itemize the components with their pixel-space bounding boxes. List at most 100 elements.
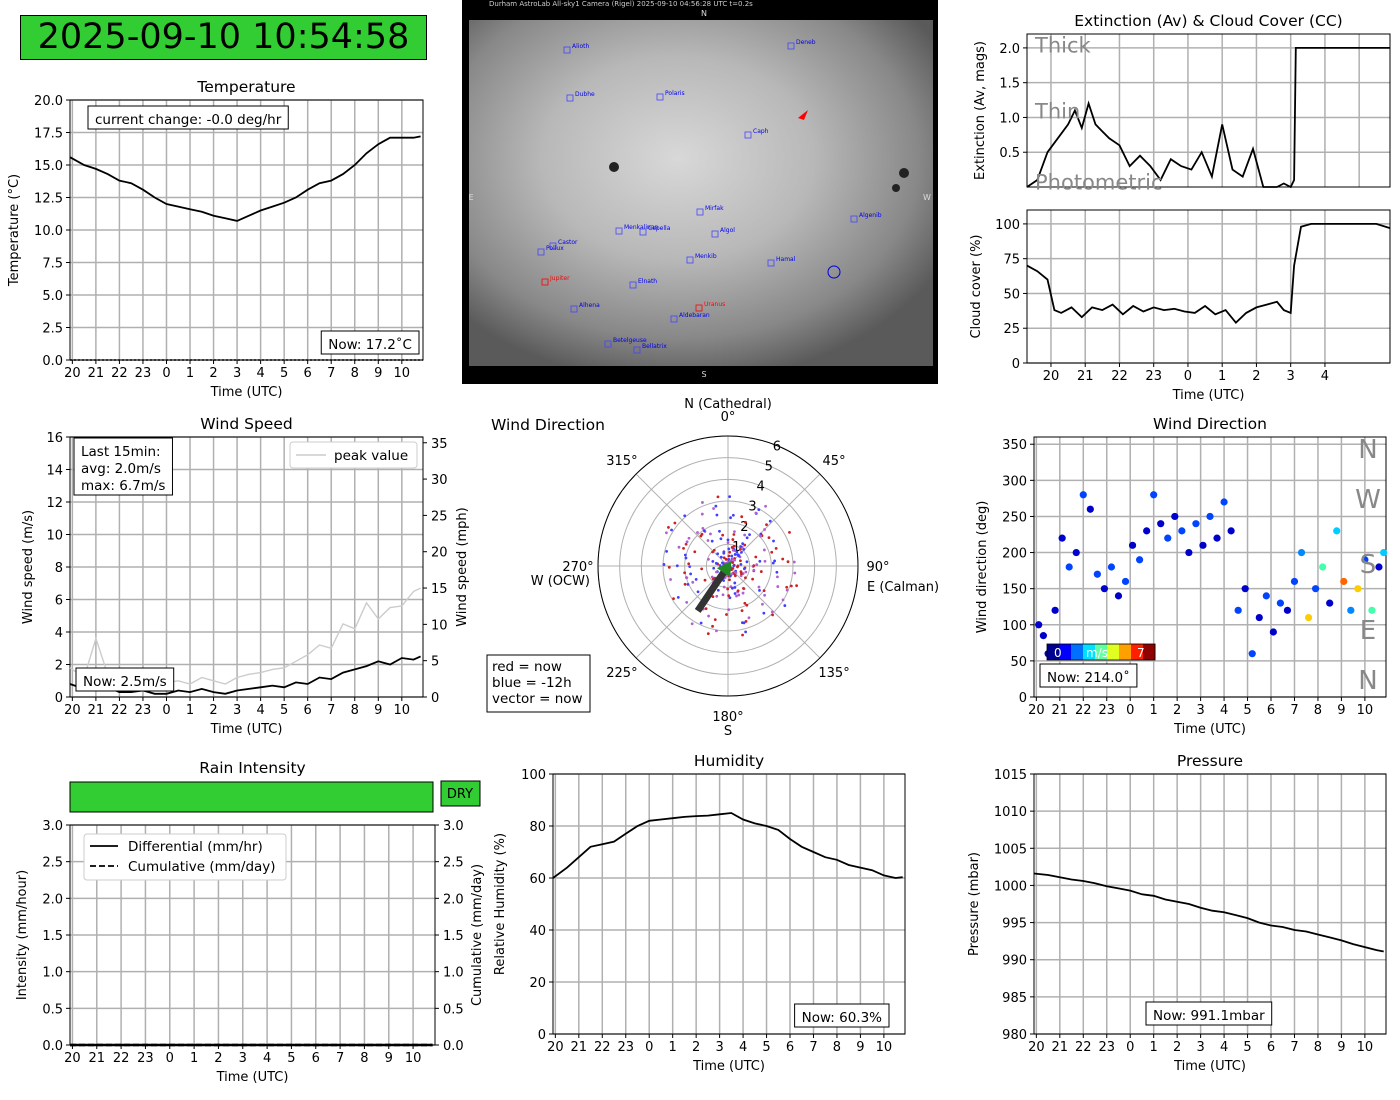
wind-direction-point (1058, 534, 1066, 542)
wind-sample-point (767, 536, 771, 540)
x-tick-label: 22 (1075, 703, 1092, 718)
x-tick-label: 20 (547, 1040, 564, 1055)
wind-sample-point (687, 536, 691, 540)
wind-sample-point (690, 622, 694, 626)
star-label: Elnath (638, 278, 657, 285)
angle-label: 270° (562, 560, 593, 575)
x-tick-label: 21 (1052, 1040, 1069, 1055)
x-tick-label: 1 (1150, 1040, 1158, 1055)
wind-direction-point (1079, 491, 1087, 499)
x-tick-label: 10 (1357, 1040, 1374, 1055)
wind-direction-point (1086, 505, 1094, 513)
wind-sample-point (684, 542, 688, 546)
wind-sample-point (755, 563, 759, 567)
star-label: Mirfak (705, 205, 724, 212)
wind-sample-point (745, 603, 749, 607)
wind-direction-point (1114, 592, 1123, 600)
y-right-tick-label: 3.0 (443, 819, 464, 834)
wind-sample-point (737, 554, 741, 558)
y-right-tick-label: 25 (431, 509, 448, 524)
y-tick-label: 990 (1002, 954, 1027, 969)
wind-sample-point (711, 559, 715, 563)
star-label: Uranus (704, 301, 725, 308)
x-tick-label: 6 (1267, 703, 1275, 718)
wind-sample-point (714, 504, 718, 508)
star-label: Caph (753, 128, 769, 135)
y-right-tick-label: 0 (431, 691, 439, 706)
wind-direction-point (1241, 585, 1249, 593)
wind-sample-point (751, 577, 755, 581)
x-axis-label: Time (UTC) (1172, 388, 1245, 403)
x-tick-label: 9 (374, 703, 382, 718)
x-tick-label: 10 (394, 366, 411, 381)
star-marker (850, 215, 858, 223)
radial-tick-label: 1 (732, 540, 740, 555)
colorbar-unit-label: m/s (1086, 646, 1108, 660)
y-right-tick-label: 0.5 (443, 1002, 464, 1017)
wind-sample-point (730, 545, 734, 549)
x-tick-label: 21 (1052, 703, 1069, 718)
speed-colorbar: 0 m/s 7 (1046, 643, 1156, 661)
star-label: Capella (648, 225, 671, 232)
y-axis-label: Relative Humidity (%) (493, 833, 508, 975)
wind-sample-point (686, 582, 690, 586)
wind-direction-point (1206, 512, 1214, 521)
wind-sample-point (776, 585, 780, 588)
allsky-camera-image: Durham AstroLab All-sky1 Camera (Rigel) … (462, 0, 938, 384)
colorbar-segment (1071, 644, 1084, 660)
y-axis-label: Intensity (mm/hour) (15, 870, 30, 1000)
now-annotation: Now: 17.2˚C (320, 330, 420, 355)
x-tick-label: 9 (385, 1051, 393, 1066)
y-tick-label: 15.0 (34, 159, 63, 174)
wind-direction-point (1333, 527, 1341, 535)
wind-direction-point (1290, 577, 1299, 586)
y-tick-label: 2.0 (42, 892, 63, 907)
wind-direction-point (1297, 548, 1306, 557)
star-marker (695, 304, 703, 312)
wind-sample-point (730, 572, 734, 576)
x-tick-label: 0 (1126, 1040, 1134, 1055)
wind-sample-point (738, 548, 742, 551)
x-tick-label: 4 (739, 1040, 747, 1055)
y-right-tick-label: 15 (431, 582, 448, 597)
now-annotation-box (1039, 663, 1138, 688)
x-tick-label: 1 (190, 1051, 198, 1066)
y-tick-label: 1010 (994, 805, 1027, 820)
wind-sample-point (711, 595, 715, 599)
wind-sample-point (712, 577, 715, 581)
x-tick-label: 23 (137, 1051, 154, 1066)
red-arrow-marker (798, 110, 808, 120)
wind-sample-point (703, 578, 707, 582)
x-tick-label: 2 (1173, 703, 1181, 718)
y-axis-label: Pressure (mbar) (967, 852, 982, 956)
wind-sample-point (771, 613, 774, 617)
y-tick-label: 0.0 (42, 1039, 63, 1054)
x-tick-label: 23 (1098, 703, 1115, 718)
plot-frame (1033, 773, 1387, 1035)
wind-sample-point (722, 585, 726, 589)
x-tick-label: 22 (111, 703, 128, 718)
wind-sample-point (701, 501, 704, 504)
wind-sample-point (714, 561, 718, 565)
star-marker (633, 346, 641, 354)
wind-sample-point (763, 528, 766, 531)
wind-sample-point (728, 495, 732, 499)
wind-sample-point (731, 548, 735, 552)
wind-sample-point (776, 575, 779, 579)
now-annotation-text: Now: 2.5m/s (83, 674, 167, 690)
x-tick-label: 6 (1267, 1040, 1275, 1055)
x-tick-label: 21 (88, 1051, 105, 1066)
star-marker (604, 340, 612, 348)
x-tick-label: 4 (256, 366, 264, 381)
polar-legend-text: red = now (492, 659, 562, 675)
wind-sample-point (727, 608, 731, 612)
x-tick-label: 2 (1173, 1040, 1181, 1055)
wind-sample-point (759, 570, 763, 573)
wind-sample-point (667, 565, 671, 569)
wind-direction-point (1347, 606, 1355, 614)
wind-sample-point (786, 560, 790, 564)
legend-box (289, 441, 418, 469)
wind-vector-shaft (694, 564, 731, 613)
wind-sample-point (744, 520, 747, 524)
x-tick-label: 23 (135, 703, 152, 718)
